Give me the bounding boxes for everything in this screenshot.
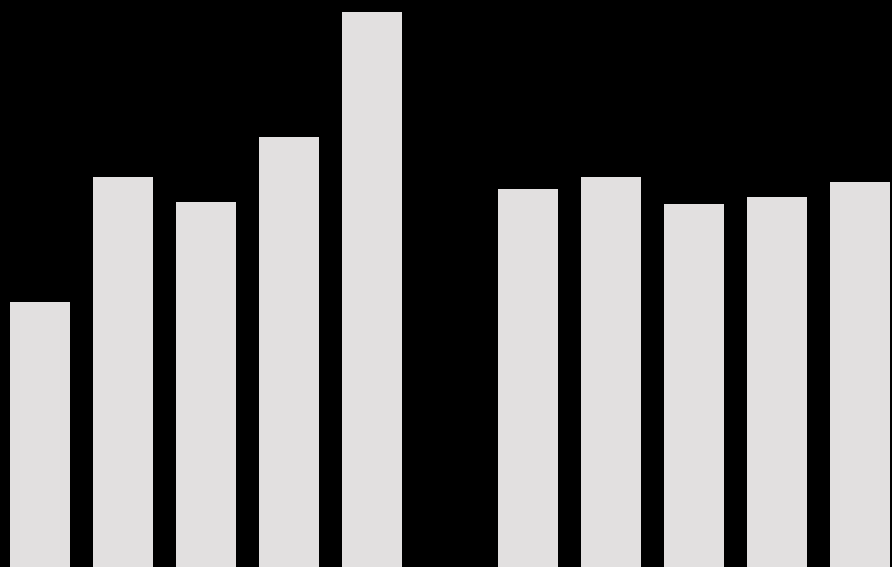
bar-9: [747, 197, 807, 567]
bar-8: [664, 204, 724, 567]
bar-2: [93, 177, 153, 567]
bar-5: [342, 12, 402, 567]
bar-6: [498, 189, 558, 567]
bar-7: [581, 177, 641, 567]
bar-chart: [0, 0, 892, 567]
bar-3: [176, 202, 236, 567]
bar-4: [259, 137, 319, 567]
bar-1: [10, 302, 70, 567]
bar-10: [830, 182, 890, 567]
